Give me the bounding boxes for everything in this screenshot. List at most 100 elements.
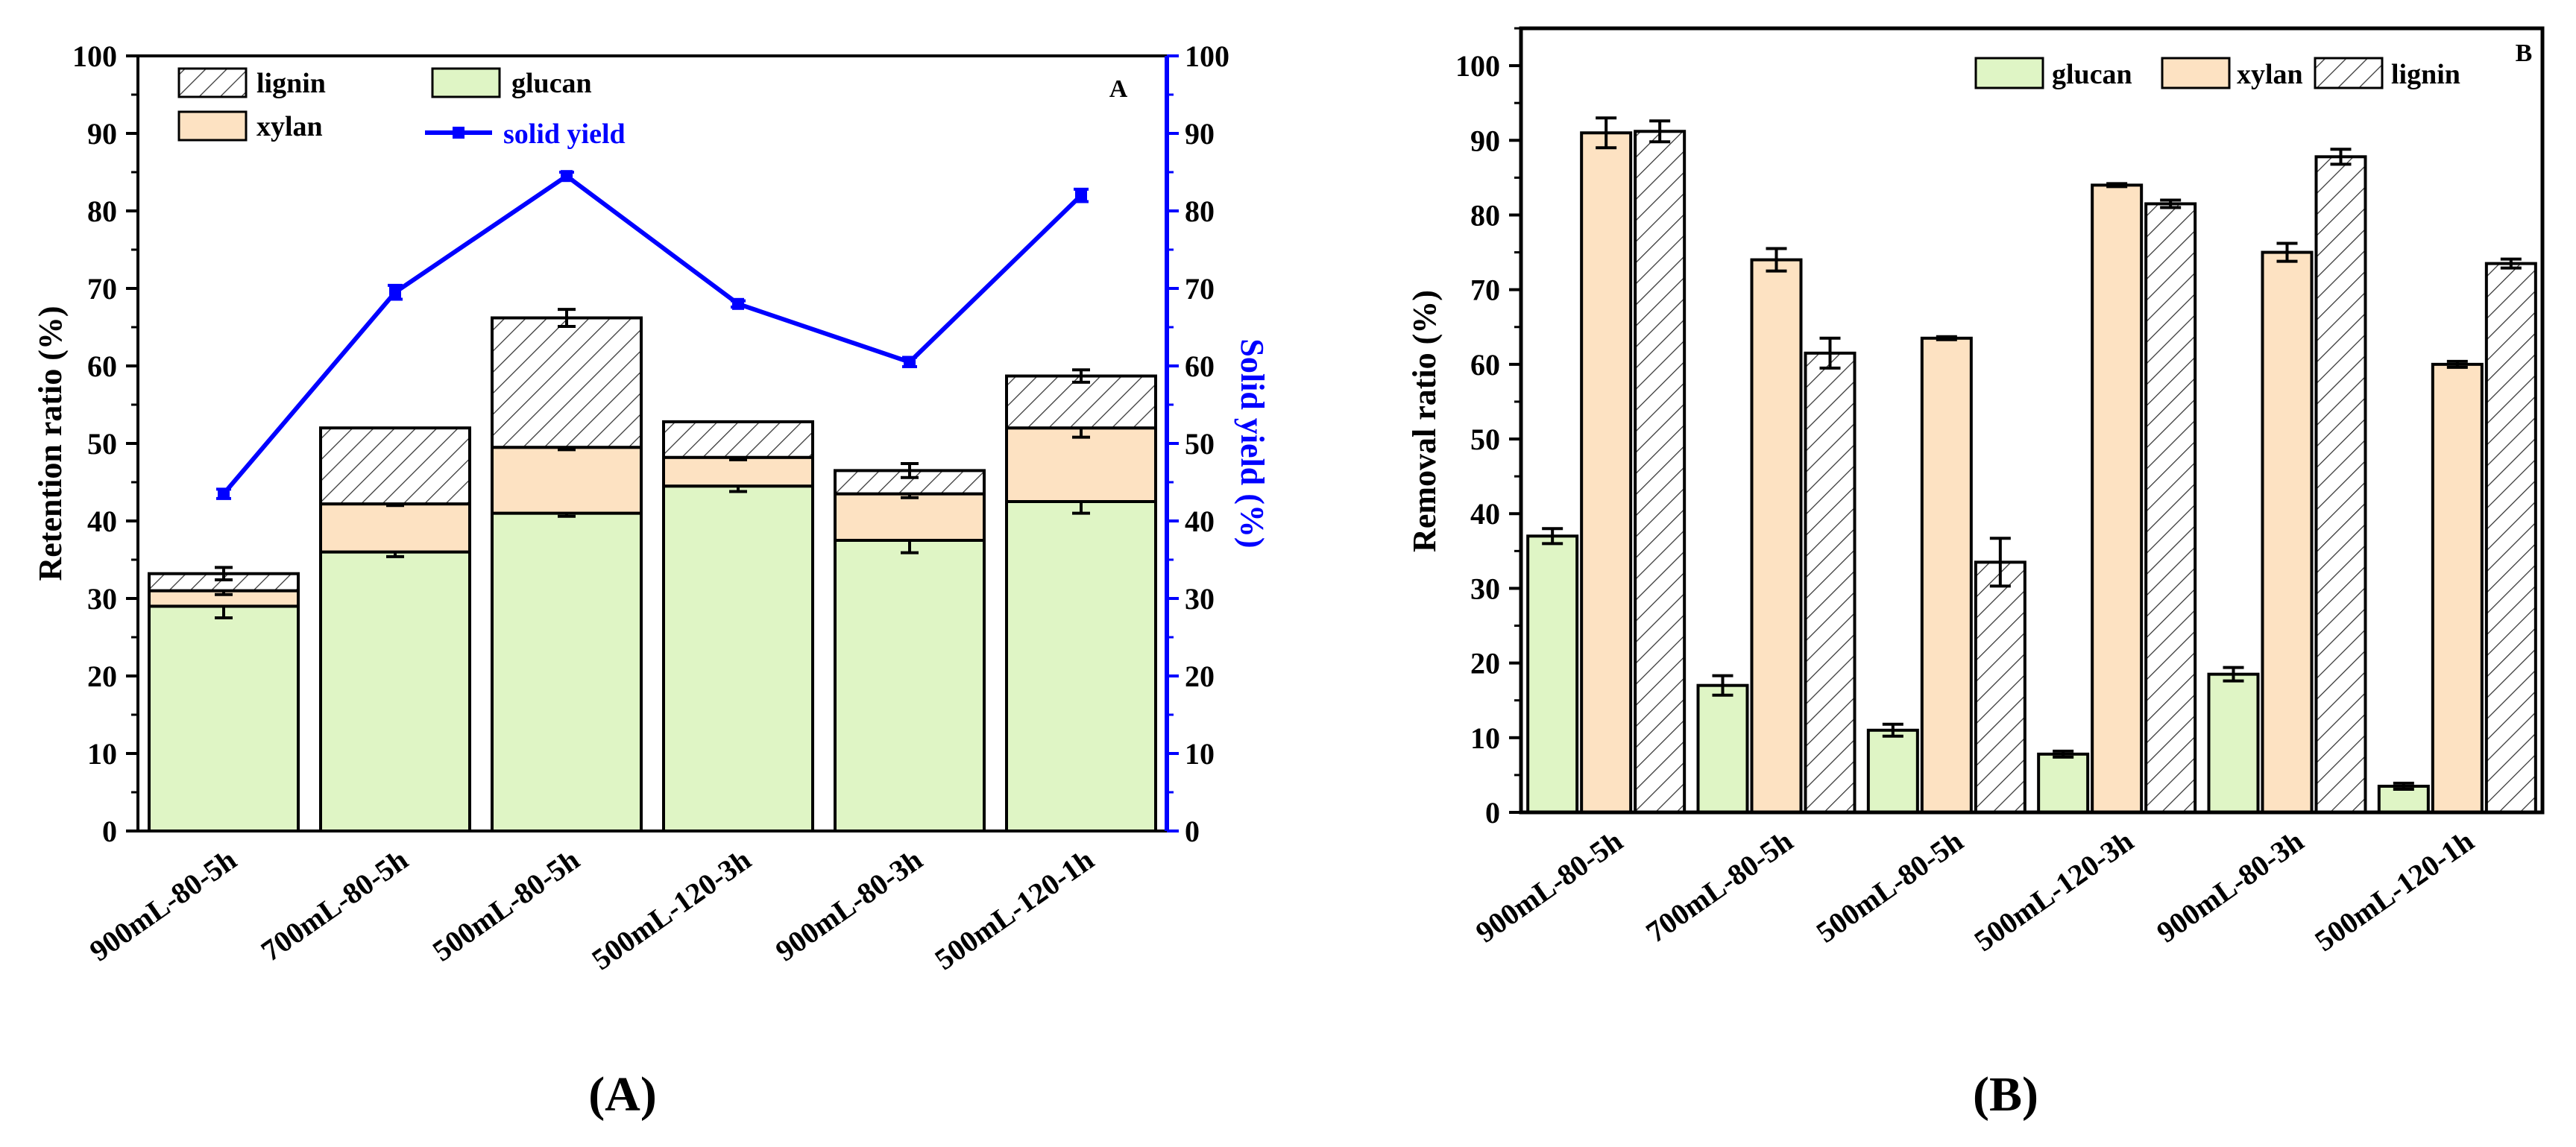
y-tick-b-70: 70 xyxy=(1470,274,1500,307)
y-tick-b-20: 20 xyxy=(1470,647,1500,680)
bar-b-xylan-500mL-120-3h xyxy=(2091,183,2144,814)
chart-b-bars xyxy=(1526,116,2537,815)
bar-b-lignin-500mL-120-1h xyxy=(2484,262,2537,815)
chart-a-y-axis-title: Retention ratio (%) xyxy=(32,306,69,581)
bar-b-lignin-900mL-80-5h xyxy=(1634,130,1687,814)
x-tick-b-900mL-80-3h: 900mL-80-3h xyxy=(2150,824,2309,949)
y-tick-b-100: 100 xyxy=(1455,49,1500,83)
bar-a-lignin-500mL-120-3h xyxy=(662,420,814,459)
x-tick-b-900mL-80-5h: 900mL-80-5h xyxy=(1470,824,1628,949)
point-solid-yield-700mL-80-5h xyxy=(389,286,401,299)
legend-a-glucan-label: glucan xyxy=(511,68,592,99)
point-solid-yield-900mL-80-3h xyxy=(904,356,916,368)
x-tick-b-500mL-120-1h: 500mL-120-1h xyxy=(2308,824,2480,958)
x-tick-b-700mL-80-5h: 700mL-80-5h xyxy=(1640,824,1798,949)
y-tick-b-30: 30 xyxy=(1470,572,1500,605)
bar-a-xylan-500mL-80-5h xyxy=(491,446,643,515)
legend-b-glucan-label: glucan xyxy=(2052,59,2132,90)
x-tick-a-900mL-80-3h: 900mL-80-3h xyxy=(769,843,928,968)
y-tick-b-10: 10 xyxy=(1470,721,1500,755)
y-tick-a-60: 60 xyxy=(87,350,117,383)
y-tick-a-100: 100 xyxy=(72,40,117,73)
bar-b-lignin-500mL-120-3h xyxy=(2144,202,2197,814)
bar-b-lignin-500mL-80-5h xyxy=(1974,560,2027,814)
legend-a-glucan-swatch xyxy=(431,67,501,98)
chart-b-panel-letter: B xyxy=(2516,40,2533,67)
bar-a-glucan-500mL-120-1h xyxy=(1005,500,1157,832)
point-solid-yield-500mL-80-5h xyxy=(561,170,573,183)
y-tick-a-10: 10 xyxy=(87,737,117,771)
y-tick-b-60: 60 xyxy=(1470,348,1500,382)
bar-b-glucan-500mL-80-5h xyxy=(1866,728,1919,814)
legend-b-glucan-swatch xyxy=(1974,57,2044,89)
bar-b-xylan-500mL-120-1h xyxy=(2431,362,2484,815)
bar-a-xylan-500mL-120-3h xyxy=(662,455,814,488)
chart-a-caption: (A) xyxy=(588,1067,657,1122)
chart-b: 900mL-80-5h 700mL-80-5h 500mL-80-5h 500mL-1… xyxy=(1406,26,2545,1122)
y-tick-b-40: 40 xyxy=(1470,497,1500,531)
chart-b-y-axis-title: Removal ratio (%) xyxy=(1406,290,1443,552)
legend-a-lignin-swatch xyxy=(177,67,248,98)
legend-b-lignin-swatch xyxy=(2314,57,2384,89)
y-tick-a-40: 40 xyxy=(87,505,117,538)
bar-a-glucan-900mL-80-5h xyxy=(148,604,300,833)
legend-a-solid-yield-marker xyxy=(453,127,465,139)
chart-b-caption: (B) xyxy=(1973,1067,2038,1122)
x-tick-b-500mL-80-5h: 500mL-80-5h xyxy=(1810,824,1969,949)
legend-a-xylan-label: xylan xyxy=(256,111,323,142)
y-tick-b-50: 50 xyxy=(1470,423,1500,456)
bar-a-glucan-500mL-120-3h xyxy=(662,484,814,832)
point-solid-yield-500mL-120-3h xyxy=(732,297,744,310)
y-tick-b-80: 80 xyxy=(1470,198,1500,232)
point-solid-yield-900mL-80-5h xyxy=(218,487,230,500)
bar-b-glucan-900mL-80-3h xyxy=(2207,672,2260,815)
y2-tick-a-50: 50 xyxy=(1185,427,1215,461)
bar-b-lignin-900mL-80-3h xyxy=(2314,155,2367,814)
legend-b-xylan-label: xylan xyxy=(2237,59,2303,90)
chart-a-bars xyxy=(148,308,1157,833)
y-tick-a-20: 20 xyxy=(87,660,117,693)
y2-tick-a-90: 90 xyxy=(1185,117,1215,151)
bar-b-glucan-500mL-120-3h xyxy=(2037,752,2090,815)
x-tick-a-700mL-80-5h: 700mL-80-5h xyxy=(255,843,414,968)
y2-tick-a-0: 0 xyxy=(1185,815,1200,848)
x-tick-a-900mL-80-5h: 900mL-80-5h xyxy=(84,843,242,968)
bar-a-glucan-700mL-80-5h xyxy=(319,550,471,832)
x-tick-a-500mL-120-1h: 500mL-120-1h xyxy=(928,843,1100,977)
y2-tick-a-40: 40 xyxy=(1185,505,1215,538)
legend-a-xylan-swatch xyxy=(177,110,248,142)
y-tick-b-90: 90 xyxy=(1470,124,1500,157)
bar-b-glucan-900mL-80-5h xyxy=(1526,534,1579,814)
bar-b-xylan-900mL-80-5h xyxy=(1580,131,1633,814)
bar-a-glucan-500mL-80-5h xyxy=(491,511,643,832)
bar-a-xylan-700mL-80-5h xyxy=(319,502,471,554)
chart-a-y2-axis-title: Solid yield (%) xyxy=(1234,338,1270,548)
bar-a-lignin-500mL-120-1h xyxy=(1005,374,1157,430)
y-tick-a-0: 0 xyxy=(102,815,117,848)
y-tick-a-70: 70 xyxy=(87,272,117,306)
chart-a-legend: lignin glucan xylan solid yield xyxy=(177,67,626,150)
y2-tick-a-80: 80 xyxy=(1185,195,1215,228)
bar-a-xylan-500mL-120-1h xyxy=(1005,426,1157,504)
y2-tick-a-70: 70 xyxy=(1185,272,1215,306)
legend-a-solid-yield-label: solid yield xyxy=(503,119,626,150)
legend-a-lignin-label: lignin xyxy=(256,68,326,99)
x-tick-a-500mL-80-5h: 500mL-80-5h xyxy=(426,843,585,968)
chart-a-solid-yield-line xyxy=(216,170,1089,500)
chart-a-panel-letter: A xyxy=(1109,75,1128,103)
y2-tick-a-10: 10 xyxy=(1185,737,1215,771)
y2-tick-a-60: 60 xyxy=(1185,350,1215,383)
point-solid-yield-500mL-120-1h xyxy=(1075,189,1087,202)
y2-tick-a-30: 30 xyxy=(1185,582,1215,616)
chart-a: 900mL-80-5h 700mL-80-5h 500mL-80-5h 500mL-1… xyxy=(32,40,1270,1122)
solid-yield-line xyxy=(221,173,1083,496)
y2-tick-a-20: 20 xyxy=(1185,660,1215,693)
y2-tick-a-100: 100 xyxy=(1185,40,1229,73)
chart-b-legend: glucan xylan lignin xyxy=(1974,57,2460,90)
bar-b-glucan-700mL-80-5h xyxy=(1696,683,1749,815)
bar-a-lignin-700mL-80-5h xyxy=(319,426,471,506)
bar-b-xylan-700mL-80-5h xyxy=(1750,258,1803,815)
legend-b-lignin-label: lignin xyxy=(2391,59,2460,90)
bar-b-lignin-700mL-80-5h xyxy=(1804,351,1857,815)
